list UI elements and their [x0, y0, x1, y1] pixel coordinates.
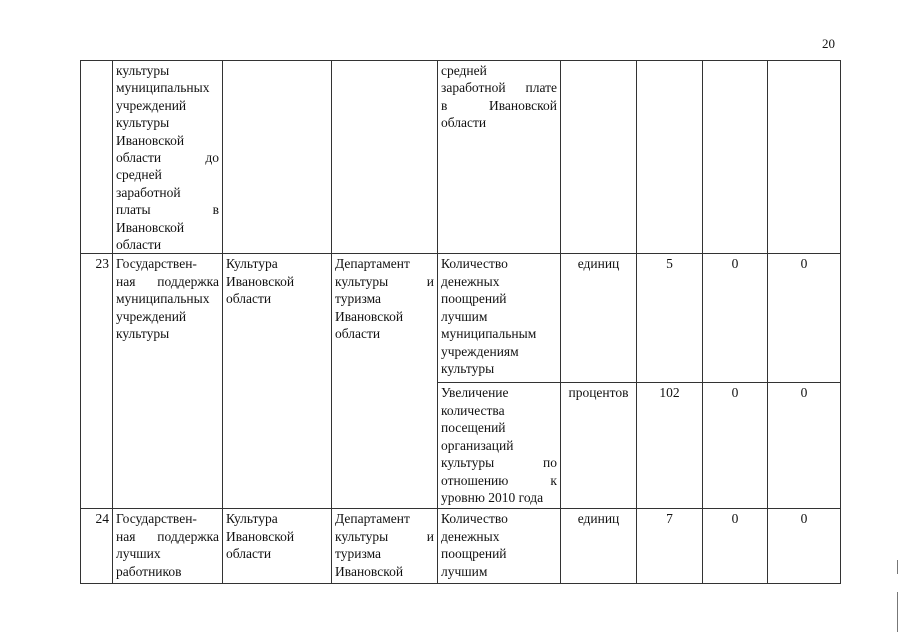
table-row: 23 Государствен-ная поддержка муниципальны… [80, 253, 841, 510]
cell-line: культуры [116, 326, 170, 342]
cell-line: учреждений [116, 308, 187, 324]
cell-line: ная поддержка [116, 528, 219, 544]
row-number: 24 [80, 508, 113, 585]
cell-line: Департамент [335, 256, 410, 272]
cell-line: культуры по [441, 455, 557, 471]
cell-line: денежных [441, 528, 500, 544]
unit [560, 59, 637, 255]
scan-edge-mark [897, 560, 898, 574]
cell-line: отношению к [441, 472, 557, 488]
cell-line: поощрений [441, 546, 507, 562]
cell-line: культуры [116, 115, 170, 131]
cell-line: культуры и [335, 528, 434, 544]
cell-line: культуры [116, 63, 170, 78]
row-number: 23 [80, 253, 113, 510]
cell-line: Государствен- [116, 511, 197, 527]
cell-line: платы в [116, 202, 219, 218]
indicator-name: Количество денежных поощрений лучшим [437, 508, 561, 585]
cell-line: лучшим [441, 563, 488, 579]
value-2: 0 [702, 382, 768, 510]
cell-line: денежных [441, 273, 500, 289]
cell-line: области [116, 237, 162, 253]
value-3: 0 [767, 508, 841, 585]
cell-line: туризма [335, 546, 382, 562]
cell-line: учреждениям [441, 343, 519, 359]
value-2: 0 [702, 508, 768, 585]
cell-line: количества [441, 402, 505, 418]
cell-line: поощрений [441, 291, 507, 307]
cell-line: Ивановской [226, 528, 295, 544]
cell-line: муниципальных [116, 291, 210, 307]
value-2: 0 [702, 253, 768, 384]
cell-line: области [441, 115, 487, 131]
value-1 [636, 59, 703, 255]
unit: единиц [560, 253, 637, 384]
cell-line: уровню 2010 года [441, 489, 544, 505]
value-1: 7 [636, 508, 703, 585]
event-name: Государствен-ная поддержка муниципальных у… [112, 253, 223, 510]
cell-line: ная поддержка [116, 273, 219, 289]
cell-line: Культура [226, 256, 278, 272]
page-number: 20 [822, 36, 835, 51]
cell-line: области [335, 326, 381, 342]
cell-line: Государствен- [116, 256, 197, 272]
row-number [80, 59, 113, 255]
cell-line: средней [441, 63, 487, 78]
value-3 [767, 59, 841, 255]
value-2 [702, 59, 768, 255]
cell-line: заработной [116, 184, 181, 200]
executor: Департамент культуры и туризма Ивановской об… [331, 253, 438, 510]
event-name: культуры муниципальных учреждений культуры И… [112, 59, 223, 255]
cell-line: Количество [441, 511, 508, 527]
executor: Департамент культуры и туризма Ивановской [331, 508, 438, 585]
cell-line: в Ивановской [441, 97, 557, 113]
unit: единиц [560, 508, 637, 585]
cell-line: области до [116, 150, 219, 166]
cell-line: Ивановской [335, 563, 404, 579]
cell-line: Ивановской [116, 219, 185, 235]
table-row: культуры муниципальных учреждений культуры И… [80, 59, 841, 255]
cell-line: лучшим [441, 308, 488, 324]
value-1: 102 [636, 382, 703, 510]
indicator-name: Увеличение количества посещений организаций… [437, 382, 561, 510]
cell-line: области [226, 291, 272, 307]
cell-line: работников [116, 563, 182, 579]
cell-line: Количество [441, 256, 508, 272]
cell-line: организаций [441, 437, 514, 453]
cell-line: области [226, 546, 272, 562]
cell-line: средней [116, 167, 162, 183]
event-name: Государствен-ная поддержка лучших работник… [112, 508, 223, 585]
program-name: Культура Ивановской области [222, 253, 332, 510]
value-3: 0 [767, 253, 841, 384]
cell-line: культуры [441, 360, 495, 376]
indicator-name: Количество денежных поощрений лучшим муницип… [437, 253, 561, 384]
cell-line: туризма [335, 291, 382, 307]
value-3: 0 [767, 382, 841, 510]
cell-line: Увеличение [441, 385, 509, 401]
program-name [222, 59, 332, 255]
unit: процентов [560, 382, 637, 510]
cell-line: Культура [226, 511, 278, 527]
cell-line: муниципальным [441, 326, 537, 342]
cell-line: Ивановской [335, 308, 404, 324]
indicator-name: средней заработной плате в Ивановской облас… [437, 59, 561, 255]
cell-line: заработной плате [441, 80, 557, 96]
value-1: 5 [636, 253, 703, 384]
cell-line: учреждений [116, 97, 187, 113]
cell-line: муниципальных [116, 80, 210, 96]
table-row: 24 Государствен-ная поддержка лучших работн… [80, 508, 841, 585]
scan-edge-mark [897, 592, 898, 632]
cell-line: культуры и [335, 273, 434, 289]
cell-line: Департамент [335, 511, 410, 527]
program-name: Культура Ивановской области [222, 508, 332, 585]
executor [331, 59, 438, 255]
cell-line: посещений [441, 420, 506, 436]
cell-line: лучших [116, 546, 161, 562]
cell-line: Ивановской [116, 132, 185, 148]
program-table: культуры муниципальных учреждений культуры И… [80, 59, 841, 585]
cell-line: Ивановской [226, 273, 295, 289]
